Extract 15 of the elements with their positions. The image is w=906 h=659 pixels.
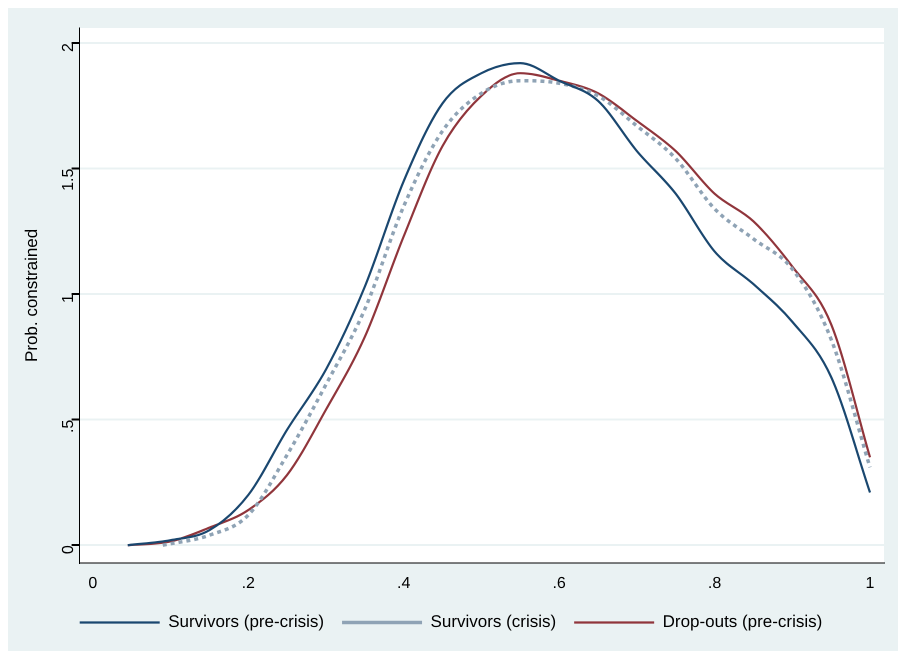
legend-label: Drop-outs (pre-crisis) [662,612,822,632]
x-tick-label: .8 [708,574,722,592]
y-axis-title: Prob. constrained [22,228,41,362]
legend-label: Survivors (pre-crisis) [168,612,324,632]
y-tick-label: 1 [60,294,78,304]
x-tick-label: 1 [866,574,875,592]
x-tick-label: .6 [552,574,566,592]
x-tick-label: 0 [88,574,98,592]
x-tick-label: .4 [397,574,410,592]
legend-label: Survivors (crisis) [430,612,556,632]
x-tick-label: .2 [242,574,256,592]
y-tick-label: .5 [60,420,78,434]
y-tick-label: 1.5 [60,168,78,191]
y-tick-label: 2 [60,42,78,52]
y-tick-label: 0 [60,545,78,554]
